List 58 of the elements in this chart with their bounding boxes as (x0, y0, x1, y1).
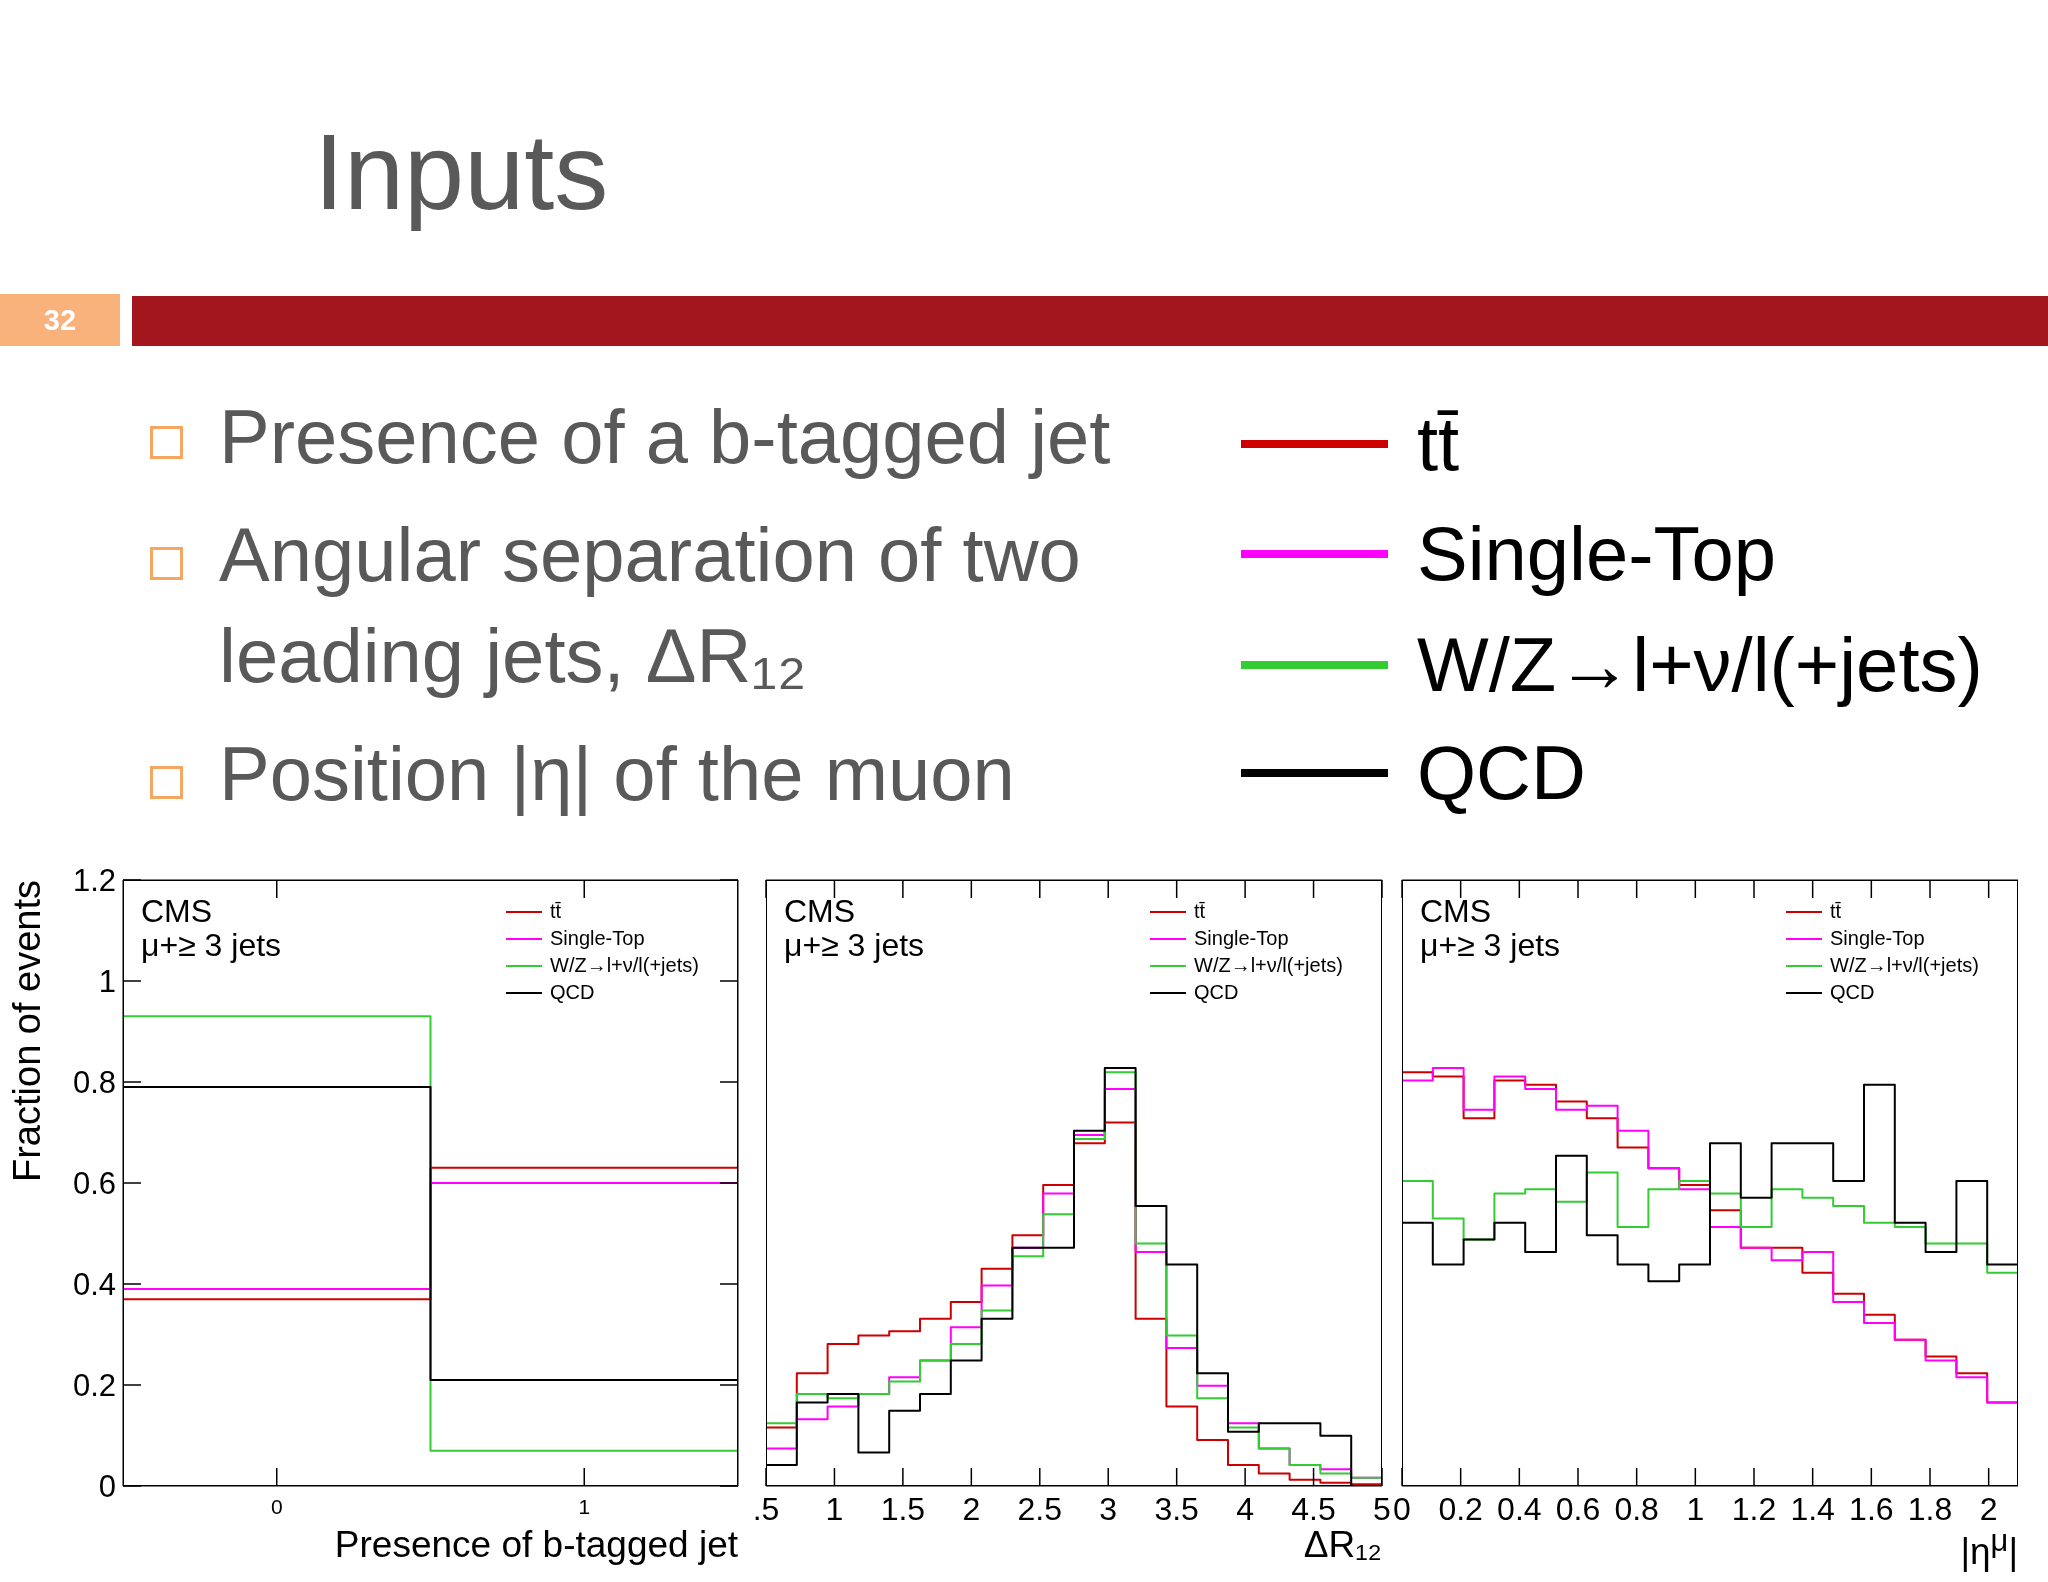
x-tick-label: .5 (752, 1491, 780, 1527)
x-tick-label: 4 (1236, 1491, 1255, 1527)
text: Inputs (314, 111, 609, 232)
y-tick-label: 0.2 (72, 1367, 116, 1403)
text: 32 (42, 304, 78, 336)
text: μ+≥ 3 jets (784, 927, 925, 963)
text: CMS (784, 893, 857, 929)
x-tick-label: 1 (1686, 1491, 1705, 1527)
x-tick-label: 0.2 (1438, 1491, 1483, 1527)
legend-label: tt̄ (1194, 900, 1206, 923)
text: μ+≥ 3 jets (1420, 927, 1561, 963)
legend-label: Single-Top (1194, 927, 1289, 950)
text: CMS (1420, 893, 1493, 929)
x-tick-label: 0.4 (1497, 1491, 1542, 1527)
x-tick-label: 2.5 (1017, 1491, 1063, 1527)
legend-label: QCD (1194, 981, 1239, 1004)
x-tick-label: 3 (1099, 1491, 1118, 1527)
x-tick-label: 1 (825, 1491, 844, 1527)
x-tick-label: 1 (578, 1495, 591, 1518)
legend-label: QCD (1830, 981, 1875, 1004)
y-axis-title: Fraction of events (6, 880, 48, 1183)
x-tick-label: 0.8 (1614, 1491, 1659, 1527)
text: QCD (1417, 730, 1586, 815)
annotation: CMS (141, 893, 214, 929)
x-tick-label: 2 (962, 1491, 981, 1527)
x-tick-label: 0 (270, 1495, 283, 1518)
x-tick-label: 5 (1373, 1491, 1391, 1527)
y-tick-label: 0.4 (72, 1266, 116, 1302)
legend-label: QCD (550, 981, 595, 1004)
text: Angular separation of two leading jets, ΔR₁₂ (219, 511, 1082, 700)
text: Single-Top (1417, 511, 1777, 596)
x-axis-title: ΔR₁₂ (1303, 1524, 1382, 1565)
text: W/Z→l+ν/l(+jets) (1417, 622, 1983, 707)
legend-label: W/Z→l+ν/l(+jets) (550, 954, 699, 977)
y-tick-label: 1.2 (72, 862, 116, 898)
x-tick-label: 0 (1393, 1491, 1411, 1527)
x-tick-label: 1.2 (1731, 1491, 1777, 1527)
x-axis-title: Presence of b-tagged jet (334, 1524, 738, 1565)
x-tick-label: 1.5 (880, 1491, 926, 1527)
x-tick-label: 1.4 (1790, 1491, 1835, 1527)
annotation: μ+≥ 3 jets (141, 927, 282, 963)
legend-label: W/Z→l+ν/l(+jets) (1194, 954, 1343, 977)
x-tick-label: 3.5 (1154, 1491, 1199, 1527)
x-tick-label: 1.8 (1907, 1491, 1953, 1527)
legend-label: W/Z→l+ν/l(+jets) (1830, 954, 1979, 977)
legend-label: tt̄ (550, 900, 562, 923)
y-tick-label: 0.8 (72, 1064, 116, 1100)
y-tick-label: 1 (98, 963, 116, 999)
text: Presence of a b-tagged jet (219, 393, 1112, 481)
x-tick-label: 1.6 (1849, 1491, 1894, 1527)
text: tt̄ (1417, 401, 1460, 486)
y-tick-label: 0.6 (72, 1165, 116, 1201)
legend-label: Single-Top (1830, 927, 1925, 950)
text: Position |η| of the muon (219, 730, 1016, 818)
legend-label: tt̄ (1830, 900, 1842, 923)
legend-label: Single-Top (550, 927, 645, 950)
x-tick-label: 0.6 (1555, 1491, 1601, 1527)
x-tick-label: 4.5 (1291, 1491, 1336, 1527)
